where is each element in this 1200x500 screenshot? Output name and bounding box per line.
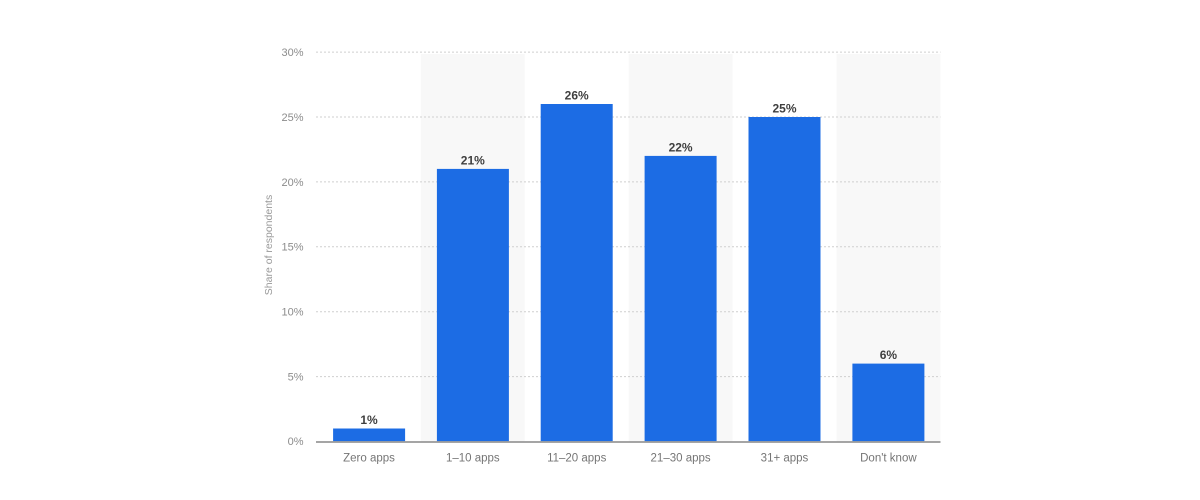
svg-text:21–30 apps: 21–30 apps <box>651 453 711 465</box>
svg-text:21%: 21% <box>461 153 485 167</box>
svg-text:Don't know: Don't know <box>860 453 917 465</box>
svg-text:10%: 10% <box>281 307 303 319</box>
svg-text:0%: 0% <box>288 436 304 448</box>
svg-text:15%: 15% <box>281 242 303 254</box>
svg-text:25%: 25% <box>281 112 303 124</box>
svg-text:20%: 20% <box>281 177 303 189</box>
svg-text:Share of respondents: Share of respondents <box>263 195 275 295</box>
svg-text:26%: 26% <box>565 89 589 103</box>
svg-text:30%: 30% <box>281 47 303 59</box>
svg-text:22%: 22% <box>669 140 693 154</box>
svg-text:6%: 6% <box>880 348 898 362</box>
svg-text:Zero apps: Zero apps <box>343 453 395 465</box>
svg-text:5%: 5% <box>288 372 304 384</box>
svg-text:1%: 1% <box>360 413 378 427</box>
svg-text:11–20 apps: 11–20 apps <box>547 453 607 465</box>
svg-text:1–10 apps: 1–10 apps <box>446 453 500 465</box>
svg-text:31+ apps: 31+ apps <box>761 453 809 465</box>
svg-text:25%: 25% <box>772 102 796 116</box>
